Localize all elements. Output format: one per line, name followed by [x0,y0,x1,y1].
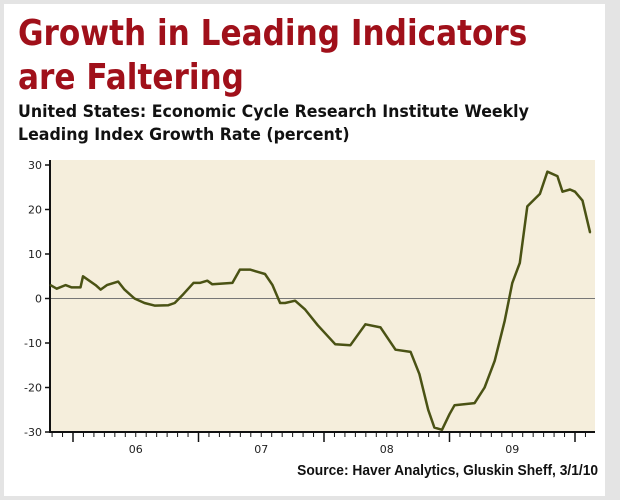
subtitle-line-2: Leading Index Growth Rate (percent) [18,125,350,145]
data-point [211,283,214,286]
data-point [82,275,84,278]
data-point [427,408,430,411]
data-point [364,323,367,326]
data-point [231,282,234,284]
y-tick-label: -20 [24,382,42,395]
data-point [256,270,259,273]
data-point [64,284,67,287]
data-point [206,279,209,282]
data-point [294,299,297,302]
data-point [143,302,146,304]
x-tick-label: 07 [254,443,268,456]
data-point [561,190,564,193]
data-point [441,428,443,431]
y-tick-label: 10 [28,248,42,261]
data-point [284,302,286,304]
data-point [192,282,195,284]
data-point [117,280,120,283]
data-point [433,426,436,429]
data-point [264,273,266,275]
data-point [249,268,251,271]
data-point [173,302,176,304]
data-point [418,373,421,376]
data-point [538,193,541,195]
data-point [167,304,170,307]
data-point [503,319,506,322]
data-point [349,344,352,347]
data-point [589,231,591,234]
data-point [556,175,559,178]
data-point [473,402,476,404]
y-tick-label: 20 [28,204,42,217]
x-tick-label: 08 [380,443,394,456]
data-point [453,404,456,407]
data-point [526,205,529,208]
data-point [483,386,486,389]
data-point [239,268,241,271]
data-point [198,282,201,284]
data-point [70,286,73,289]
data-point [79,286,82,289]
data-point [49,284,52,287]
data-point [574,190,576,193]
data-point [546,170,549,173]
chart-subtitle: United States: Economic Cycle Research I… [18,101,529,147]
data-point [279,302,281,304]
data-point [379,326,382,329]
chart-title: Growth in Leading Indicators are Falterin… [18,12,527,100]
y-tick-label: -10 [24,337,42,350]
data-point [55,287,58,290]
data-point [182,293,185,295]
data-point [123,288,126,291]
y-tick-label: 30 [28,159,42,172]
data-point [493,359,496,362]
x-tick-label: 09 [505,443,519,456]
data-point [334,343,337,346]
data-point [409,351,412,353]
title-line-2: are Faltering [18,57,244,98]
plot-area [50,160,595,432]
y-tick-label: 0 [35,293,42,306]
source-note: Source: Haver Analytics, Gluskin Sheff, … [297,462,598,479]
data-point [304,308,307,311]
data-point [448,413,451,416]
data-point [511,282,514,284]
title-line-1: Growth in Leading Indicators [18,13,528,54]
data-point [581,199,584,202]
data-point [569,188,571,191]
data-point [271,284,274,287]
data-point [153,304,156,307]
data-point [518,262,521,264]
x-tick-label: 06 [129,443,143,456]
data-point [94,284,97,287]
data-point [99,288,102,291]
data-point [316,324,319,327]
subtitle-line-1: United States: Economic Cycle Research I… [18,102,529,122]
data-point [133,297,136,300]
data-point [394,348,397,351]
y-tick-label: -30 [24,426,42,439]
data-point [105,284,108,287]
